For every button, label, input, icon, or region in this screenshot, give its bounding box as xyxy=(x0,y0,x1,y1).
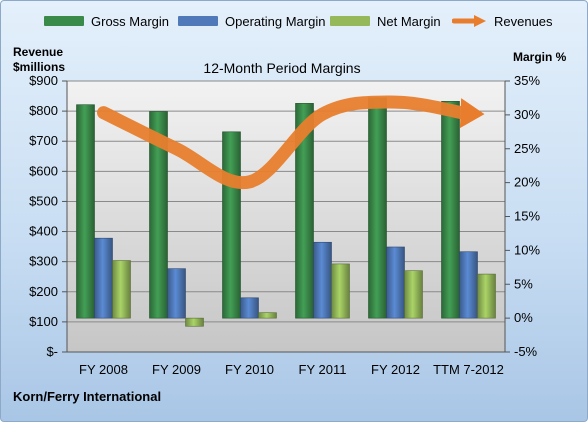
y-left-tick-label: $700 xyxy=(29,133,58,148)
y-right-tick-label: 5% xyxy=(514,276,533,291)
bar-operating-margin xyxy=(240,297,259,319)
legend-label-gross-margin: Gross Margin xyxy=(91,13,170,29)
y-left-tick-label: $500 xyxy=(29,193,58,208)
bar-operating-margin xyxy=(386,246,405,319)
legend-item-net-margin: Net Margin xyxy=(330,10,441,32)
x-tick-label: FY 2010 xyxy=(225,362,274,377)
legend-label-net-margin: Net Margin xyxy=(377,13,441,29)
bar-gross-margin xyxy=(295,103,314,319)
y-left-tick-label: $200 xyxy=(29,284,58,299)
x-tick-label: FY 2012 xyxy=(371,362,420,377)
chart-title: 12-Month Period Margins xyxy=(203,60,361,76)
y-left-tick-label: $300 xyxy=(29,254,58,269)
legend-label-revenues: Revenues xyxy=(494,13,553,29)
bar-net-margin xyxy=(477,273,496,319)
y-right-tick-label: 20% xyxy=(514,175,540,190)
y-right-tick-label: 30% xyxy=(514,107,540,122)
legend-swatch-gross-margin xyxy=(44,16,84,26)
y-right-tick-label: 0% xyxy=(514,310,533,325)
bar-net-margin xyxy=(404,270,423,319)
bar-net-margin xyxy=(185,317,204,327)
bar-gross-margin xyxy=(76,104,95,319)
legend-swatch-net-margin xyxy=(330,16,370,26)
x-tick-label: FY 2008 xyxy=(79,362,128,377)
legend-item-gross-margin: Gross Margin xyxy=(44,10,169,32)
y-left-tick-label: $600 xyxy=(29,163,58,178)
x-tick-label: FY 2009 xyxy=(152,362,201,377)
x-tick-label: TTM 7-2012 xyxy=(433,362,504,377)
legend-item-revenues: Revenues xyxy=(452,10,553,32)
legend-label-operating-margin: Operating Margin xyxy=(225,13,326,29)
y-right-axis-title: Margin % xyxy=(513,50,567,64)
revenue-arrowhead xyxy=(459,98,485,129)
bar-net-margin xyxy=(112,260,131,319)
bar-net-margin xyxy=(331,263,350,319)
y-right-tick-label: 35% xyxy=(514,73,540,88)
legend: Gross Margin Operating Margin Net Margin… xyxy=(0,10,588,32)
bar-operating-margin xyxy=(167,268,186,319)
bar-operating-margin xyxy=(459,251,478,319)
bar-net-margin xyxy=(258,312,277,319)
y-right-tick-label: 25% xyxy=(514,141,540,156)
revenue-line xyxy=(97,95,475,190)
x-tick-label: FY 2011 xyxy=(299,362,347,377)
legend-swatch-operating-margin xyxy=(178,16,218,26)
y-left-tick-label: $100 xyxy=(29,314,58,329)
bar-gross-margin xyxy=(368,97,387,319)
y-right-tick-label: 15% xyxy=(514,209,540,224)
y-left-tick-label: $900 xyxy=(29,73,58,88)
y-right-tick-label: 10% xyxy=(514,242,540,257)
legend-arrow-icon xyxy=(452,15,486,27)
bar-operating-margin xyxy=(94,237,113,319)
bar-gross-margin xyxy=(222,131,241,319)
legend-item-operating-margin: Operating Margin xyxy=(178,10,325,32)
bar-gross-margin xyxy=(149,111,168,319)
y-left-tick-label: $800 xyxy=(29,103,58,118)
y-right-tick-label: -5% xyxy=(514,344,538,359)
y-left-tick-label: $- xyxy=(46,344,58,359)
bar-operating-margin xyxy=(313,241,332,319)
y-left-tick-label: $400 xyxy=(29,224,58,239)
company-name: Korn/Ferry International xyxy=(13,389,162,404)
bar-gross-margin xyxy=(441,101,460,319)
y-left-axis-title: Revenue $millions xyxy=(13,45,66,74)
